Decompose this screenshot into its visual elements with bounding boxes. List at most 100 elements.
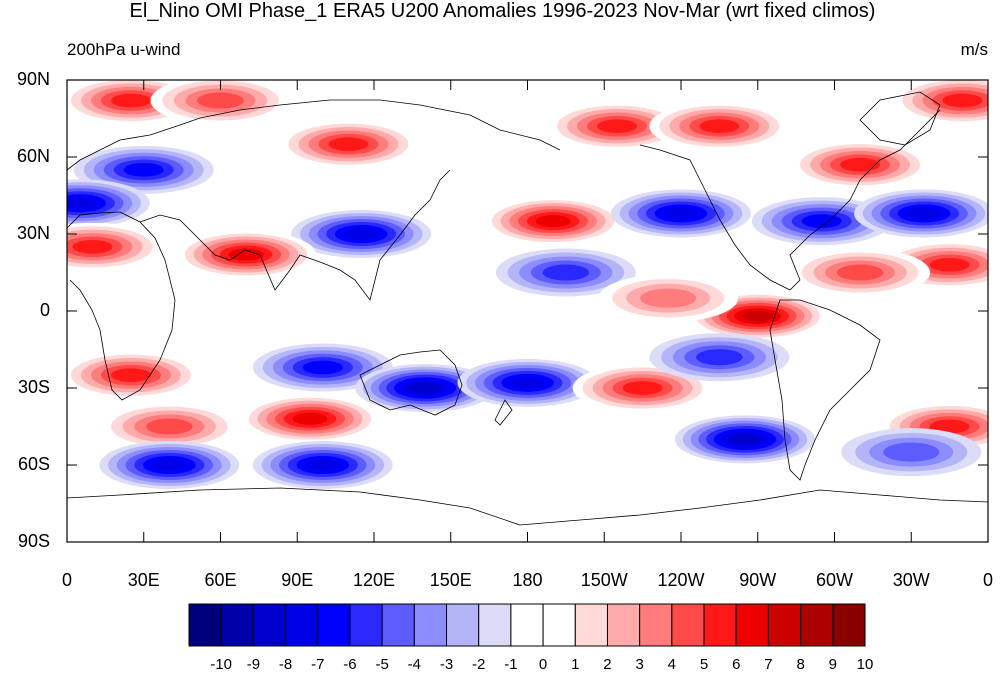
- anomaly-contour: [622, 381, 663, 395]
- anomaly-contour: [836, 264, 884, 281]
- colorbar-swatch: [703, 603, 737, 647]
- anomaly-contour: [302, 360, 343, 375]
- lon-label-60e: 60E: [204, 570, 237, 590]
- anomaly-contour: [343, 228, 379, 240]
- anomaly-contour: [535, 215, 571, 228]
- lat-label-60s: 60S: [17, 454, 50, 474]
- colorbar-swatch: [832, 603, 866, 647]
- anomaly-contour: [742, 310, 774, 322]
- colorbar-swatch: [606, 603, 641, 647]
- colorbar-tick-label: 8: [796, 656, 805, 673]
- anomaly-contour: [292, 412, 328, 425]
- anomaly-contour: [228, 248, 264, 261]
- colorbar: [188, 603, 866, 647]
- anomaly-field: [67, 80, 988, 489]
- variable-label: 200hPa u-wind: [67, 40, 181, 59]
- anomaly-contour: [663, 207, 699, 220]
- anomaly-contour: [883, 442, 940, 462]
- colorbar-tick-label: -8: [278, 656, 293, 673]
- colorbar-swatch: [478, 603, 512, 647]
- colorbar-swatch: [639, 603, 673, 647]
- lon-label-120e: 120E: [352, 570, 396, 590]
- colorbar-swatch: [800, 603, 834, 647]
- colorbar-tick-label: -3: [439, 656, 454, 673]
- colorbar-tick-label: -1: [504, 656, 518, 673]
- anomaly-contour: [929, 419, 970, 434]
- colorbar-tick-label: 1: [571, 656, 580, 673]
- colorbar-swatch: [220, 603, 254, 647]
- lon-label-60w: 60W: [815, 570, 853, 590]
- anomaly-contour: [123, 162, 164, 177]
- anomaly-contour: [146, 418, 193, 435]
- colorbar-tick-label: 4: [667, 656, 677, 673]
- colorbar-tick-label: -10: [210, 656, 233, 673]
- colorbar-tick-label: 9: [828, 656, 837, 673]
- colorbar-swatch: [317, 603, 351, 647]
- colorbar-swatch: [574, 603, 608, 647]
- lon-label-0: 0: [61, 570, 72, 590]
- anomaly-contour: [110, 93, 151, 108]
- anomaly-contour: [929, 257, 970, 272]
- anomaly-contour: [542, 264, 590, 281]
- colorbar-tick-label: 5: [699, 656, 709, 673]
- colorbar-tick-label: 7: [764, 656, 773, 673]
- colorbar-swatch: [735, 603, 769, 647]
- colorbar-swatch: [671, 603, 705, 647]
- anomaly-contour: [942, 93, 983, 108]
- lat-label-0: 0: [39, 300, 50, 320]
- anomaly-contour: [597, 119, 638, 134]
- anomaly-contour: [510, 376, 545, 389]
- anomaly-contour: [696, 349, 743, 366]
- colorbar-swatch: [381, 603, 415, 647]
- lon-label-30w: 30W: [892, 570, 930, 590]
- anomaly-contour: [197, 92, 244, 109]
- colorbar-tick-label: -4: [407, 656, 421, 673]
- colorbar-tick-label: 0: [538, 656, 548, 673]
- lon-label-30e: 30E: [127, 570, 160, 590]
- lon-label-180: 180: [512, 570, 543, 590]
- lat-label-30n: 30N: [16, 223, 50, 243]
- anomaly-contour: [67, 197, 98, 210]
- lat-label-90s: 90S: [17, 531, 50, 551]
- colorbar-tick-label: -2: [472, 656, 486, 673]
- lon-label-0-end: 0: [982, 570, 993, 590]
- anomaly-contour: [328, 137, 369, 152]
- colorbar-tick-label: 6: [732, 656, 741, 673]
- colorbar-swatch: [510, 603, 544, 647]
- anomaly-contour: [729, 434, 761, 445]
- lon-label-150e: 150E: [429, 570, 472, 590]
- colorbar-swatch: [285, 603, 319, 647]
- colorbar-swatch: [767, 603, 802, 647]
- colorbar-swatch: [349, 603, 383, 647]
- colorbar-tick-label: -9: [246, 656, 261, 673]
- colorbar-tick-label: -5: [375, 656, 389, 673]
- anomaly-contour: [840, 157, 881, 172]
- colorbar-swatch: [542, 603, 576, 647]
- anomaly-contour: [409, 382, 441, 394]
- anomaly-contour: [72, 239, 113, 254]
- colorbar-tick-label: 3: [635, 656, 644, 673]
- axis-ticks: [66, 79, 989, 543]
- anomaly-contour: [640, 288, 697, 308]
- units-label: m/s: [960, 40, 988, 59]
- lon-label-150w: 150W: [580, 570, 628, 590]
- colorbar-tick-label: 10: [856, 656, 874, 673]
- colorbar-swatch: [188, 603, 222, 647]
- anomaly-contour: [906, 207, 942, 220]
- coastlines: [67, 91, 988, 526]
- anomaly-contour: [699, 119, 740, 134]
- colorbar-tick-label: -6: [343, 656, 357, 673]
- figure-title: El_Nino OMI Phase_1 ERA5 U200 Anomalies …: [129, 0, 876, 22]
- colorbar-swatch: [413, 603, 448, 647]
- lat-label-30s: 30S: [17, 377, 50, 397]
- colorbar-tick-label: -7: [311, 656, 325, 673]
- colorbar-swatch: [446, 603, 480, 647]
- anomaly-contour: [110, 368, 151, 383]
- lat-label-90n: 90N: [16, 69, 50, 89]
- lon-label-90e: 90E: [281, 570, 314, 590]
- lat-label-60n: 60N: [16, 146, 50, 166]
- colorbar-tick-label: 2: [603, 656, 612, 673]
- colorbar-swatch: [252, 603, 287, 647]
- lon-label-120w: 120W: [657, 570, 705, 590]
